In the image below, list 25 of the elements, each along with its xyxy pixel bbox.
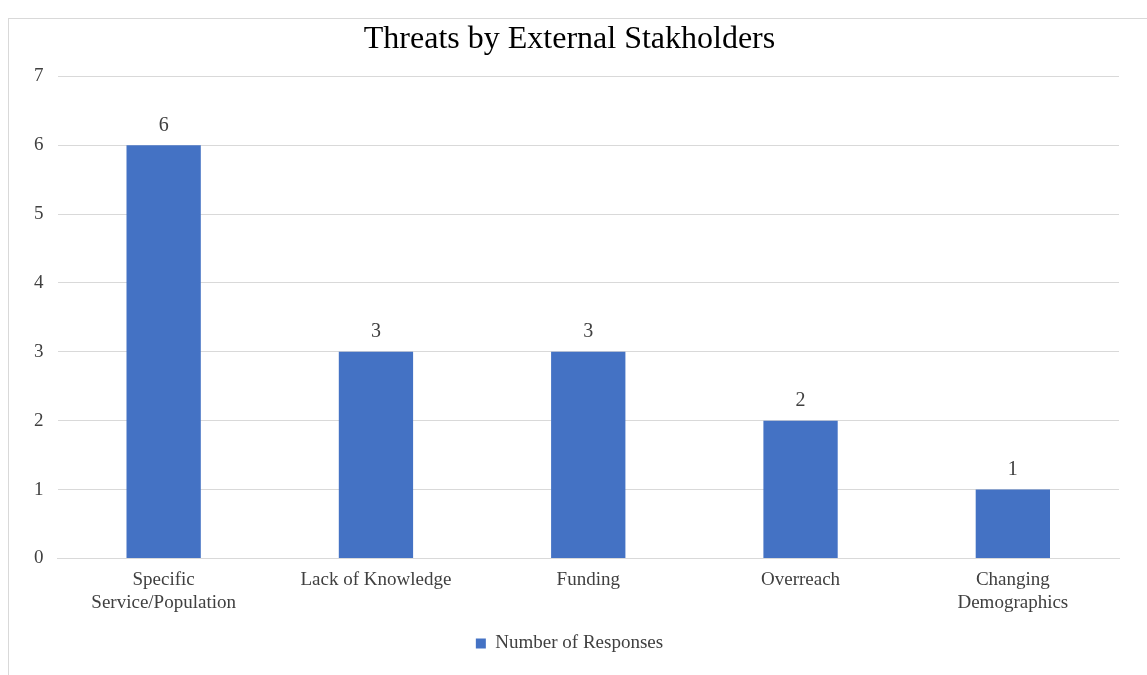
- y-tick-label: 1: [34, 477, 44, 499]
- data-label: 1: [1007, 456, 1018, 479]
- y-tick-label: 7: [34, 64, 44, 86]
- y-tick-label: 0: [34, 546, 44, 568]
- x-tick-label: Changing Demographics: [957, 567, 1069, 612]
- legend-label: Number of Responses: [495, 631, 664, 653]
- bar: [338, 351, 414, 558]
- data-label: 3: [370, 319, 381, 342]
- x-tick-label: Overreach: [761, 567, 841, 589]
- bar: [126, 145, 201, 558]
- y-tick-label: 3: [34, 339, 44, 361]
- bar: [763, 420, 838, 558]
- y-tick-label: 2: [34, 408, 44, 430]
- x-tick-label: Funding: [556, 567, 621, 589]
- y-tick-label: 5: [34, 202, 44, 224]
- data-label: 2: [795, 387, 806, 410]
- data-label: 3: [583, 319, 594, 342]
- y-tick-label: 4: [34, 270, 44, 292]
- data-label: 6: [158, 112, 169, 135]
- x-tick-label: Lack of Knowledge: [300, 567, 452, 589]
- bar: [975, 489, 1050, 558]
- y-tick-label: 6: [34, 133, 44, 155]
- chart-title: Threats by External Stakholders: [363, 18, 776, 55]
- x-tick-label: Specific Service/Population: [91, 567, 237, 612]
- bar: [551, 351, 626, 558]
